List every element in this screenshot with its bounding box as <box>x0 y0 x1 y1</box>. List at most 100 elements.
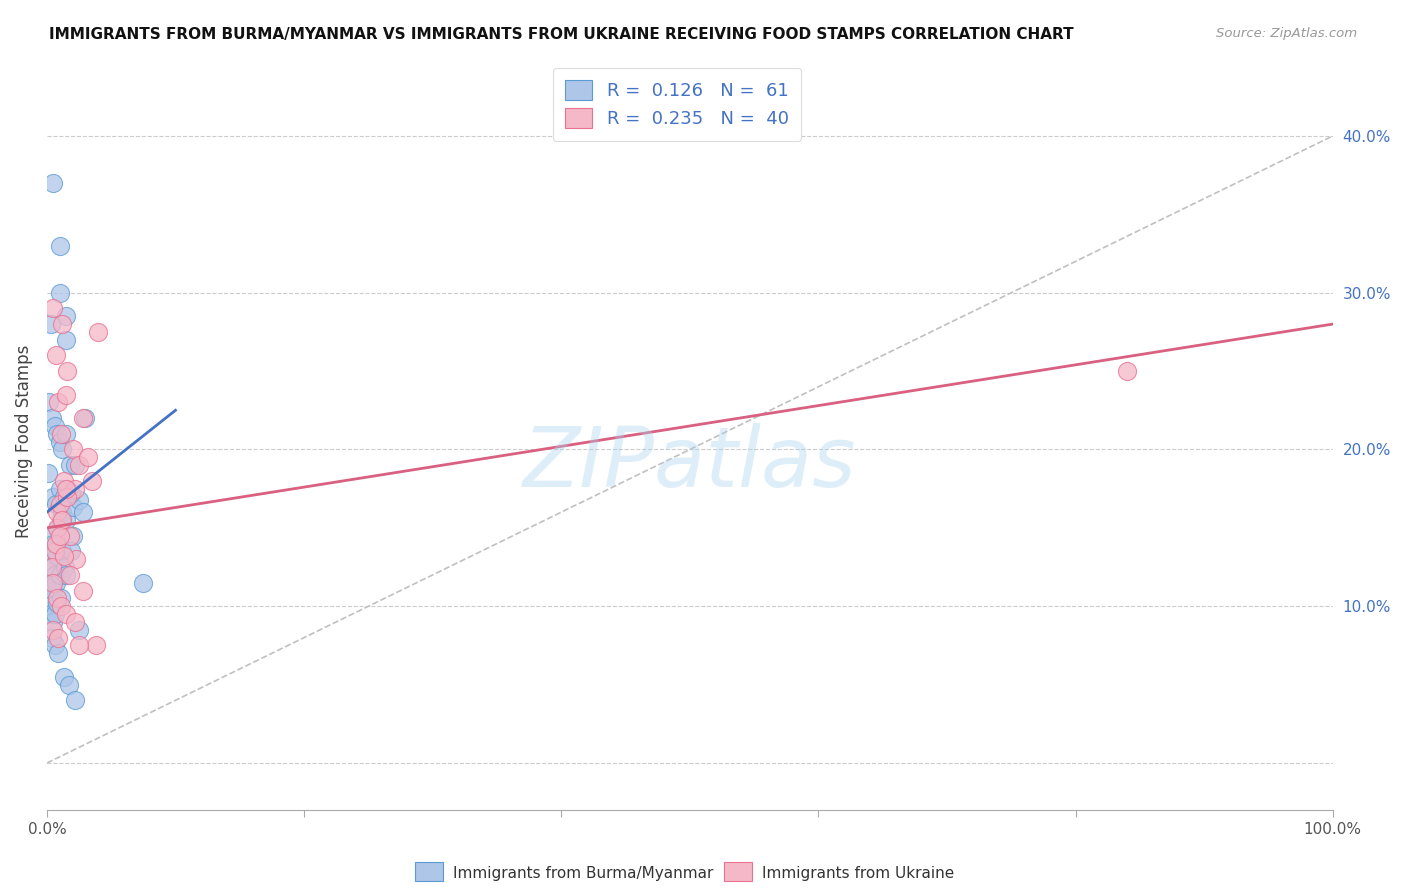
Point <box>56 490 79 504</box>
Point <box>52 474 75 488</box>
Point <box>45 348 67 362</box>
Point <box>48 529 70 543</box>
Point <box>42 623 65 637</box>
Point <box>48 395 70 409</box>
Point <box>51 505 73 519</box>
Point <box>44 639 66 653</box>
Text: Immigrants from Ukraine: Immigrants from Ukraine <box>762 866 955 880</box>
Point <box>67 458 90 472</box>
Point <box>41 560 63 574</box>
Point <box>84 639 107 653</box>
Point <box>63 482 86 496</box>
Point <box>59 529 82 543</box>
Point <box>51 442 73 457</box>
Point <box>37 466 59 480</box>
Point <box>46 521 69 535</box>
Point <box>55 387 77 401</box>
Point <box>38 575 60 590</box>
Point <box>48 646 70 660</box>
Point <box>37 599 59 614</box>
Point <box>46 591 69 606</box>
Point <box>48 521 70 535</box>
Point <box>55 568 77 582</box>
Point <box>87 325 110 339</box>
Point <box>38 552 60 566</box>
Point <box>55 513 77 527</box>
Point <box>56 482 79 496</box>
Point <box>55 426 77 441</box>
Point <box>51 513 73 527</box>
Text: Immigrants from Burma/Myanmar: Immigrants from Burma/Myanmar <box>453 866 713 880</box>
Point <box>44 607 66 621</box>
Point <box>132 575 155 590</box>
Point <box>62 442 84 457</box>
Y-axis label: Receiving Food Stamps: Receiving Food Stamps <box>15 345 32 539</box>
Point <box>58 678 80 692</box>
Point <box>52 490 75 504</box>
Point <box>46 426 69 441</box>
Point <box>45 497 67 511</box>
Point <box>77 450 100 465</box>
Point <box>44 544 66 558</box>
Point <box>48 631 70 645</box>
Point <box>46 596 69 610</box>
Text: Source: ZipAtlas.com: Source: ZipAtlas.com <box>1216 27 1357 40</box>
Point <box>42 176 65 190</box>
Point <box>67 492 90 507</box>
Point <box>59 568 82 582</box>
Point <box>56 364 79 378</box>
Point <box>45 575 67 590</box>
Point <box>39 529 62 543</box>
Point <box>52 670 75 684</box>
Point <box>42 536 65 550</box>
Point <box>44 419 66 434</box>
Point <box>38 395 60 409</box>
Point <box>60 544 83 558</box>
Point <box>63 693 86 707</box>
Point <box>48 568 70 582</box>
Point <box>46 505 69 519</box>
Point <box>59 458 82 472</box>
Point <box>51 317 73 331</box>
Point <box>49 426 72 441</box>
Point <box>53 560 76 574</box>
Point <box>41 560 63 574</box>
Point <box>48 497 70 511</box>
Point <box>1116 364 1139 378</box>
Point <box>55 310 77 324</box>
Text: ZIPatlas: ZIPatlas <box>523 423 856 504</box>
Point <box>46 549 69 563</box>
Point <box>48 482 70 496</box>
Point <box>55 482 77 496</box>
Point <box>72 583 94 598</box>
Point <box>48 434 70 449</box>
Point <box>41 581 63 595</box>
Point <box>41 631 63 645</box>
Point <box>48 285 70 300</box>
Point <box>42 575 65 590</box>
Point <box>49 513 72 527</box>
Point <box>55 607 77 621</box>
Point <box>75 411 97 425</box>
Point <box>67 639 90 653</box>
Point <box>49 599 72 614</box>
Point <box>45 544 67 558</box>
Point <box>48 238 70 252</box>
Point <box>39 317 62 331</box>
Point <box>80 474 103 488</box>
Point <box>42 301 65 316</box>
Point <box>72 505 94 519</box>
Point <box>44 568 66 582</box>
Point <box>42 490 65 504</box>
Point <box>55 333 77 347</box>
Point <box>60 486 83 500</box>
Point <box>45 536 67 550</box>
Point <box>67 623 90 637</box>
Point <box>63 615 86 629</box>
Point <box>49 591 72 606</box>
Point <box>63 458 86 472</box>
Point <box>72 411 94 425</box>
Point <box>42 583 65 598</box>
Point <box>51 544 73 558</box>
Point <box>41 411 63 425</box>
